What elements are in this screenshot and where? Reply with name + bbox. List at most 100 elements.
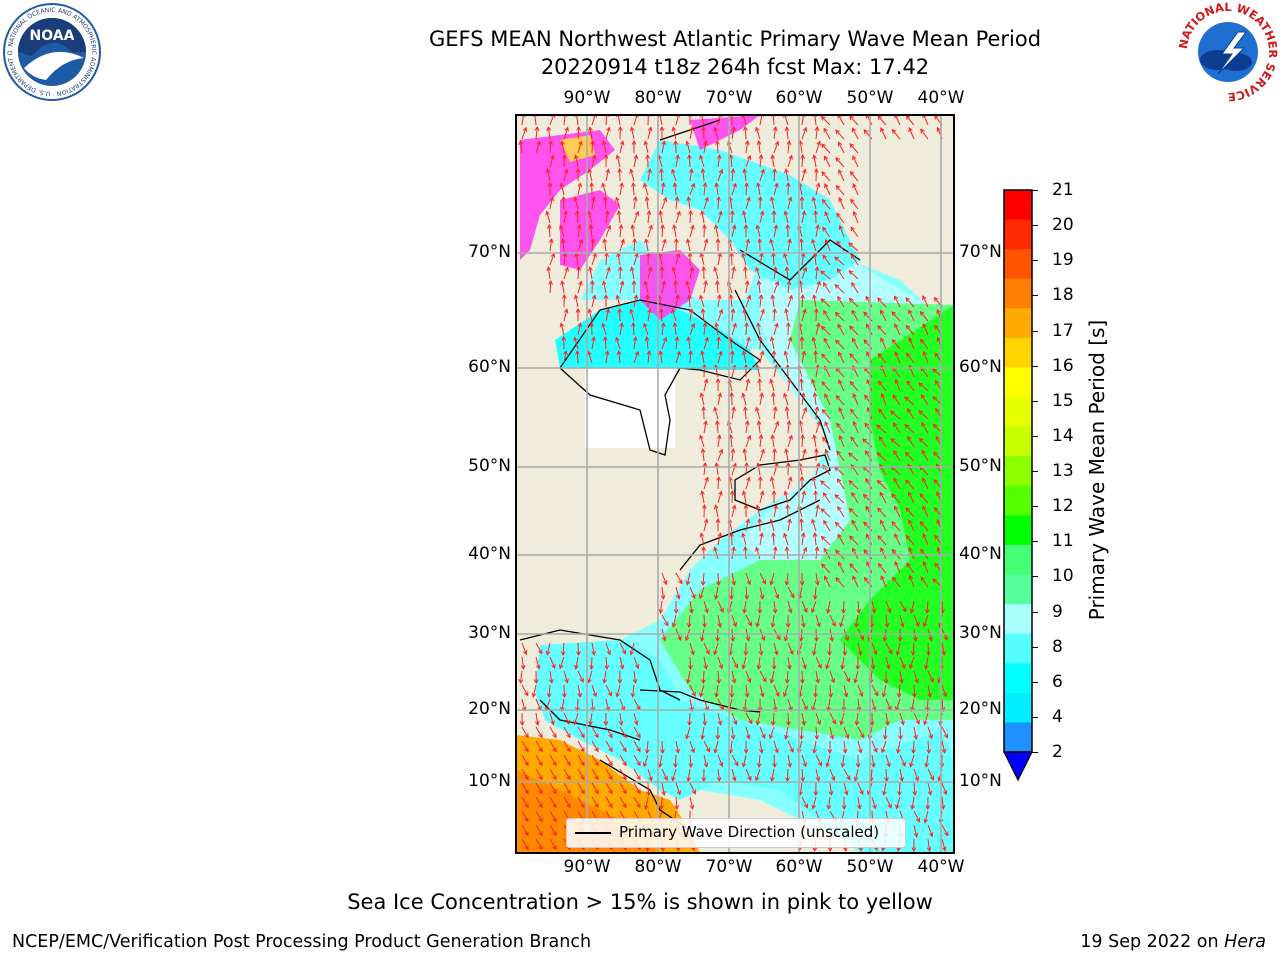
wave-direction-arrow (549, 280, 552, 294)
wave-direction-arrowhead (522, 650, 528, 656)
wave-direction-arrow (647, 127, 652, 140)
wave-direction-arrowhead (769, 678, 775, 684)
wave-direction-arrowhead (647, 168, 652, 174)
wave-direction-arrowhead (615, 294, 621, 300)
wave-direction-arrowhead (741, 392, 746, 398)
wave-direction-arrowhead (921, 477, 927, 483)
wave-direction-arrow (675, 351, 681, 364)
wave-direction-arrowhead (576, 265, 581, 271)
wave-direction-arrow (661, 224, 664, 238)
wave-direction-arrowhead (757, 707, 763, 713)
wave-direction-arrow (850, 436, 859, 448)
wave-direction-arrowhead (756, 420, 762, 425)
wave-direction-arrow (850, 199, 859, 210)
wave-direction-arrow (549, 824, 557, 836)
colorbar-tick-mark (1032, 541, 1038, 543)
wave-direction-arrowhead (619, 322, 624, 328)
wave-direction-arrow (855, 614, 859, 627)
wave-direction-arrowhead (927, 790, 933, 796)
wave-direction-arrow (545, 698, 551, 711)
wave-direction-arrowhead (674, 805, 680, 811)
wave-direction-arrow (854, 670, 859, 683)
wave-direction-arrowhead (548, 238, 554, 244)
wave-direction-arrow (561, 698, 565, 711)
wave-direction-arrowhead (865, 533, 871, 539)
wave-direction-arrow (703, 379, 708, 392)
wave-direction-arrow (603, 141, 607, 154)
wave-direction-arrowhead (759, 490, 765, 496)
wave-direction-arrowhead (799, 237, 804, 243)
wave-direction-arrowhead (814, 735, 820, 741)
noaa-logo: NATIONAL OCEANIC AND ATMOSPHERIC ADMINIS… (2, 2, 101, 101)
wave-direction-arrowhead (852, 155, 857, 161)
wave-direction-arrow (535, 796, 543, 808)
wave-direction-arrowhead (909, 608, 915, 614)
wave-direction-arrow (904, 424, 915, 434)
wave-direction-arrowhead (915, 719, 920, 725)
wave-direction-arrowhead (713, 650, 718, 656)
wave-direction-arrow (633, 726, 641, 738)
wave-direction-arrowhead (825, 664, 830, 670)
wave-direction-arrow (715, 505, 719, 518)
wave-direction-arrowhead (858, 692, 864, 698)
wave-direction-arrowhead (699, 532, 705, 538)
wave-direction-arrowhead (591, 196, 596, 202)
wave-direction-arrowhead (918, 410, 924, 415)
wave-direction-arrowhead (685, 280, 690, 286)
wave-direction-arrowhead (519, 721, 525, 727)
wave-direction-arrowhead (802, 308, 807, 314)
wave-direction-arrowhead (699, 154, 704, 160)
wave-direction-arrow (703, 141, 707, 154)
wave-direction-arrowhead (835, 549, 840, 555)
wave-direction-arrow (532, 684, 537, 697)
wave-direction-arrow (941, 782, 947, 795)
wave-direction-arrow (853, 211, 859, 224)
wave-direction-arrow (717, 309, 723, 322)
wave-direction-arrow (895, 698, 901, 711)
lon-label-bottom: 80°W (634, 857, 682, 877)
wave-direction-arrowhead (813, 693, 818, 699)
wave-direction-arrowhead (863, 549, 869, 555)
wave-direction-arrowhead (784, 266, 790, 271)
wave-direction-arrow (605, 740, 613, 752)
wave-direction-arrowhead (802, 448, 807, 454)
wave-direction-arrow (745, 337, 750, 350)
wave-direction-arrow (829, 670, 835, 683)
wave-direction-arrowhead (929, 677, 934, 683)
wave-direction-arrowhead (615, 692, 621, 698)
wave-direction-arrowhead (879, 491, 884, 497)
wave-direction-arrowhead (675, 594, 681, 600)
wave-direction-arrow (885, 712, 889, 725)
wave-direction-arrowhead (775, 692, 780, 697)
wave-direction-arrowhead (820, 480, 826, 486)
wave-direction-arrowhead (689, 266, 695, 272)
wave-direction-arrowhead (872, 804, 877, 810)
wave-direction-arrowhead (594, 775, 599, 781)
wave-direction-arrowhead (746, 294, 752, 300)
wave-direction-arrowhead (756, 665, 762, 670)
lat-label-left: 50°N (468, 456, 511, 476)
wave-direction-arrow (549, 253, 555, 266)
wave-direction-arrowhead (840, 763, 846, 768)
wave-direction-arrow (745, 628, 750, 641)
wave-direction-arrow (885, 768, 888, 782)
wave-direction-arrowhead (742, 608, 747, 614)
wave-direction-arrow (836, 450, 845, 462)
wave-direction-arrowhead (588, 720, 593, 726)
wave-direction-arrow (773, 586, 779, 599)
wave-direction-arrow (561, 141, 565, 154)
wave-direction-arrowhead (773, 650, 779, 656)
wave-direction-arrow (913, 768, 919, 781)
wave-direction-arrowhead (691, 789, 697, 795)
wave-direction-arrow (787, 239, 791, 252)
wave-direction-arrow (743, 211, 747, 224)
wave-direction-arrow (689, 210, 692, 224)
wave-direction-arrowhead (909, 762, 914, 768)
wave-direction-arrowhead (718, 448, 724, 454)
wave-direction-arrow (905, 452, 915, 462)
wave-direction-arrowhead (729, 349, 735, 355)
lon-label-top: 70°W (705, 88, 753, 108)
wave-direction-arrowhead (891, 128, 897, 134)
wave-direction-arrowhead (713, 748, 719, 754)
